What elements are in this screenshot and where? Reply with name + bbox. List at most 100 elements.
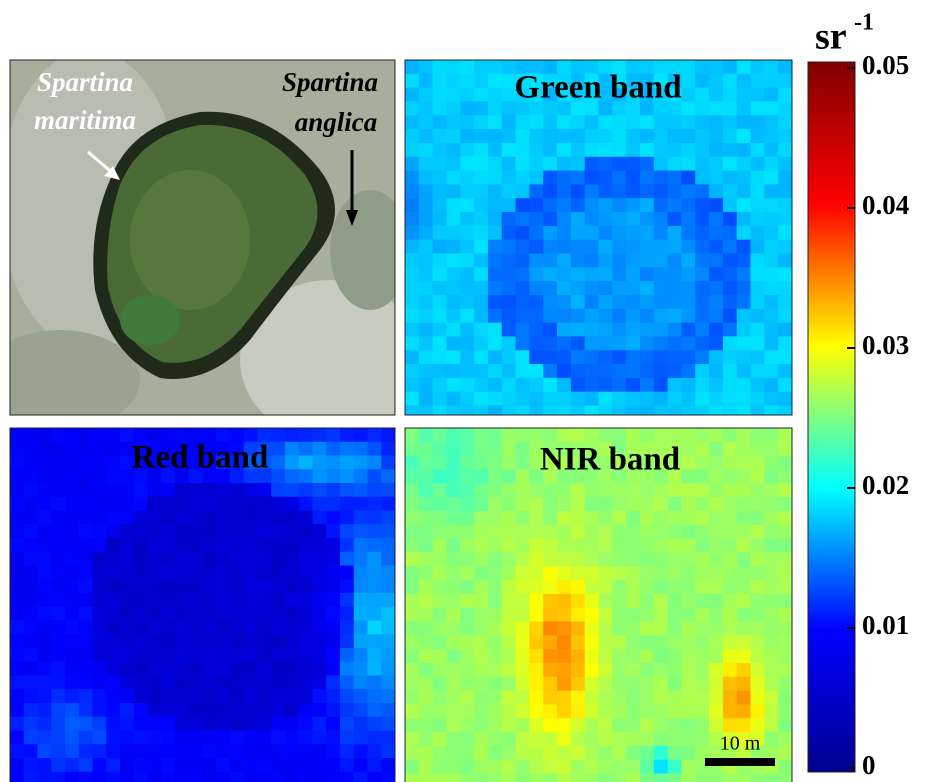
raster-pixel [405,336,420,351]
raster-pixel [543,635,558,650]
raster-pixel [487,101,503,116]
raster-pixel [65,483,80,498]
raster-pixel [432,198,448,213]
raster-pixel [460,60,475,75]
raster-pixel [460,649,475,664]
raster-pixel [626,101,641,116]
raster-pixel [312,730,327,745]
raster-pixel [37,524,52,539]
raster-pixel [285,510,300,525]
raster-pixel [216,428,231,443]
raster-pixel [570,607,586,623]
raster-pixel [778,510,792,526]
raster-pixel [709,593,724,609]
raster-pixel [257,469,272,484]
raster-pixel [432,60,448,75]
raster-pixel [418,566,434,581]
raster-pixel [681,745,696,761]
raster-pixel [515,294,530,310]
raster-pixel [92,538,107,553]
raster-pixel [298,579,314,594]
raster-pixel [243,716,259,732]
raster-pixel [570,441,586,457]
raster-pixel [501,364,517,379]
raster-pixel [65,538,80,553]
raster-pixel [65,593,80,608]
raster-pixel [709,580,724,595]
raster-pixel [529,156,544,172]
raster-pixel [709,745,724,761]
raster-pixel [529,580,544,595]
photo [10,60,395,415]
raster-pixel [432,253,448,268]
raster-pixel [557,170,572,185]
raster-pixel [529,87,544,103]
raster-pixel [722,336,738,351]
colorbar-unit-exponent: -1 [854,10,874,36]
raster-pixel [695,580,710,595]
raster-pixel [271,496,286,512]
raster-pixel [51,496,66,512]
raster-pixel [681,690,696,706]
raster-pixel [460,662,475,678]
raster-pixel [460,294,475,310]
raster-pixel [529,510,544,526]
raster-pixel [367,634,382,649]
raster-pixel [474,377,489,393]
raster-pixel [626,732,641,747]
raster-pixel [681,142,696,158]
raster-pixel [51,551,66,567]
raster-pixel [298,634,314,649]
raster-pixel [626,253,641,268]
raster-pixel [543,676,558,692]
raster-pixel [750,704,765,719]
raster-pixel [487,745,503,761]
raster-pixel [216,716,231,732]
raster-pixel [750,718,765,733]
raster-pixel [474,294,489,310]
raster-pixel [653,483,669,498]
raster-pixel [722,621,738,636]
raster-pixel [764,732,779,747]
raster-pixel [326,455,341,470]
raster-pixel [340,551,355,567]
raster-pixel [639,732,655,747]
raster-pixel [381,455,395,470]
raster-pixel [529,308,544,324]
raster-pixel [736,142,752,158]
raster-pixel [487,732,503,747]
raster-pixel [750,170,765,185]
raster-pixel [653,524,669,540]
raster-pixel [92,675,107,690]
raster-pixel [418,552,434,567]
raster-pixel [667,253,683,268]
raster-pixel [695,142,710,158]
raster-pixel [764,428,779,443]
raster-pixel [106,703,121,718]
raster-pixel [418,73,434,89]
raster-pixel [298,758,314,773]
raster-pixel [653,497,669,512]
raster-pixel [626,607,641,623]
raster-pixel [515,580,530,595]
raster-pixel [515,607,530,623]
raster-pixel [584,662,600,678]
raster-pixel [432,156,448,172]
raster-pixel [667,593,683,609]
raster-pixel [367,565,382,580]
raster-pixel [487,170,503,185]
raster-pixel [312,634,327,649]
raster-pixel [446,142,461,158]
raster-pixel [367,758,382,773]
raster-pixel [460,377,475,393]
raster-pixel [202,730,217,745]
raster-pixel [515,690,530,706]
raster-pixel [133,661,149,677]
raster-pixel [353,689,369,704]
raster-pixel [667,225,683,241]
raster-pixel [367,441,382,457]
raster-pixel [667,308,683,324]
raster-pixel [65,675,80,690]
raster-pixel [584,580,600,595]
raster-pixel [626,469,641,484]
